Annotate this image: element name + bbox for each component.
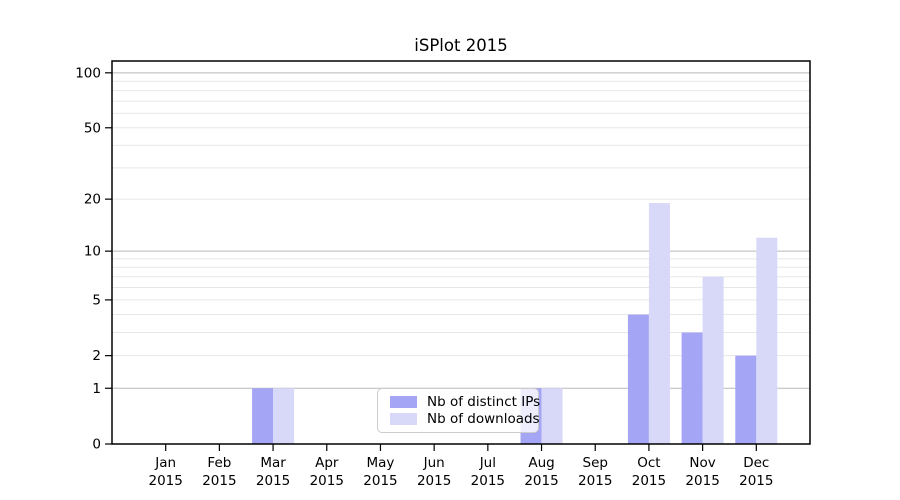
x-tick-label-year: 2015 [256, 473, 290, 489]
x-tick-label-month: Dec [743, 455, 769, 471]
x-tick-label-year: 2015 [685, 473, 719, 489]
bar-downloads [702, 276, 724, 444]
y-tick-label: 20 [84, 192, 101, 208]
x-tick-label-year: 2015 [363, 473, 397, 489]
bar-downloads [648, 203, 670, 444]
x-tick-label-month: Apr [315, 455, 339, 471]
x-tick-label-year: 2015 [578, 473, 612, 489]
legend-item-distinct-ips: Nb of distinct IPs [390, 394, 540, 410]
x-tick-label-month: Nov [689, 455, 715, 471]
legend-swatch-downloads [390, 413, 417, 426]
x-tick-label-year: 2015 [524, 473, 558, 489]
chart-title: iSPlot 2015 [414, 36, 507, 55]
axis-layer [105, 60, 811, 451]
bar-distinct-ips [627, 314, 649, 444]
plot-border [111, 60, 811, 445]
x-tick-label-month: Oct [637, 455, 660, 471]
y-tick-label: 1 [92, 381, 101, 397]
bar-downloads [541, 388, 563, 444]
y-tick-label: 10 [84, 244, 101, 260]
x-tick-label-year: 2015 [149, 473, 183, 489]
bar-distinct-ips [252, 388, 274, 444]
x-tick-label-month: May [367, 455, 395, 471]
legend-item-downloads: Nb of downloads [390, 411, 540, 427]
bar-distinct-ips [735, 355, 757, 444]
y-tick-label: 2 [92, 348, 101, 364]
x-tick-label-year: 2015 [632, 473, 666, 489]
x-tick-label-month: Mar [260, 455, 286, 471]
x-tick-label-month: Jun [423, 455, 445, 471]
legend-label-downloads: Nb of downloads [427, 411, 540, 428]
y-tick-label: 5 [92, 292, 101, 308]
x-tick-label-month: Feb [207, 455, 231, 471]
x-tick-label-year: 2015 [202, 473, 236, 489]
x-tick-label-year: 2015 [739, 473, 773, 489]
legend-label-distinct-ips: Nb of distinct IPs [427, 393, 541, 410]
bar-distinct-ips [681, 332, 703, 444]
y-tick-label: 100 [75, 65, 101, 81]
y-tick-label: 0 [92, 437, 101, 453]
x-tick-label-month: Sep [583, 455, 608, 471]
x-tick-label-year: 2015 [471, 473, 505, 489]
legend-swatch-distinct-ips [390, 395, 417, 408]
bar-downloads [756, 237, 778, 444]
x-tick-label-month: Jul [479, 455, 496, 471]
x-tick-label-year: 2015 [417, 473, 451, 489]
label-layer: 0 1 2 5 10 20 50 100 Jan 2015 Feb 2015 Mar 2015 Apr 201… [75, 65, 773, 489]
y-tick-label: 50 [84, 120, 101, 136]
legend: Nb of distinct IPs Nb of downloads [377, 388, 540, 433]
x-tick-label-month: Jan [154, 455, 176, 471]
x-tick-label-year: 2015 [310, 473, 344, 489]
x-tick-label-month: Aug [528, 455, 554, 471]
bar-downloads [273, 388, 295, 444]
